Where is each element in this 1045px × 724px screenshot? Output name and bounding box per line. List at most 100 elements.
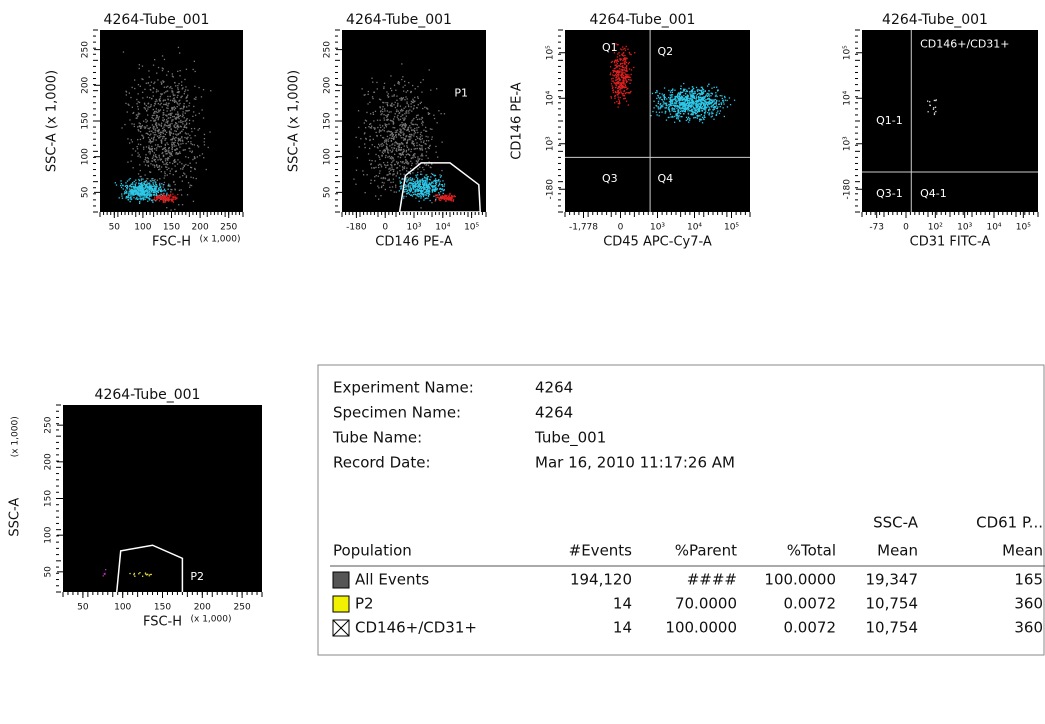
event-dot: [382, 136, 384, 139]
event-dot: [157, 197, 159, 199]
event-dot: [139, 131, 142, 133]
event-dot: [661, 93, 663, 95]
event-dot: [154, 128, 156, 130]
event-dot: [416, 179, 419, 181]
event-dot: [428, 191, 430, 193]
event-dot: [395, 186, 397, 188]
event-dot: [178, 189, 181, 191]
event-dot: [159, 178, 161, 180]
event-dot: [679, 120, 681, 122]
event-dot: [148, 190, 151, 193]
event-dot: [433, 186, 436, 188]
event-dot: [421, 154, 423, 156]
event-dot: [177, 140, 179, 142]
event-dot: [380, 177, 382, 179]
event-dot: [707, 85, 709, 87]
event-dot: [695, 110, 697, 112]
event-dot: [390, 120, 392, 122]
event-dot: [176, 117, 178, 119]
event-dot: [172, 119, 174, 121]
event-dot: [401, 166, 404, 168]
event-dot: [130, 196, 132, 198]
event-dot: [169, 87, 171, 89]
event-dot: [695, 105, 697, 108]
event-dot: [697, 107, 699, 109]
event-dot: [379, 145, 381, 147]
event-dot: [173, 115, 175, 118]
event-dot: [690, 110, 692, 112]
event-dot: [614, 102, 616, 104]
event-dot: [432, 187, 434, 189]
event-dot: [443, 198, 445, 200]
event-dot: [422, 107, 424, 110]
event-dot: [363, 122, 365, 124]
event-dot: [700, 102, 702, 104]
event-dot: [436, 196, 438, 199]
cell: 194,120: [570, 571, 632, 589]
event-dot: [174, 99, 176, 101]
event-dot: [147, 192, 149, 195]
cell: 100.0000: [764, 571, 836, 589]
event-dot: [374, 128, 376, 130]
event-dot: [424, 192, 426, 194]
event-dot: [614, 82, 616, 84]
event-dot: [149, 573, 151, 576]
event-dot: [167, 194, 169, 196]
event-dot: [416, 162, 418, 164]
event-dot: [417, 186, 419, 188]
event-dot: [131, 192, 134, 194]
x-tick-label: 50: [77, 603, 89, 613]
event-dot: [375, 195, 377, 197]
event-dot: [427, 184, 429, 186]
event-dot: [140, 143, 142, 146]
event-dot: [382, 176, 384, 179]
event-dot: [623, 90, 625, 93]
event-dot: [362, 170, 364, 172]
event-dot: [162, 193, 164, 195]
event-dot: [143, 161, 145, 163]
event-dot: [408, 126, 410, 128]
event-dot: [700, 93, 702, 95]
event-dot: [160, 188, 162, 191]
event-dot: [404, 139, 406, 141]
event-dot: [663, 95, 665, 97]
event-dot: [630, 90, 632, 93]
event-dot: [669, 113, 672, 115]
event-dot: [169, 110, 172, 112]
event-dot: [147, 114, 149, 116]
event-dot: [134, 575, 136, 577]
event-dot: [384, 124, 387, 127]
event-dot: [139, 169, 141, 172]
event-dot: [662, 104, 664, 106]
event-dot: [427, 195, 430, 198]
event-dot: [153, 198, 155, 201]
event-dot: [411, 141, 413, 144]
event-dot: [185, 100, 188, 102]
event-dot: [177, 113, 180, 115]
y-tick-label: 10³: [843, 136, 853, 151]
event-dot: [384, 150, 386, 152]
event-dot: [147, 160, 149, 162]
event-dot: [419, 102, 421, 105]
event-dot: [420, 155, 422, 157]
event-dot: [401, 125, 403, 128]
event-dot: [407, 90, 409, 92]
event-dot: [711, 87, 713, 89]
event-dot: [402, 127, 404, 129]
event-dot: [158, 187, 160, 189]
event-dot: [687, 97, 689, 99]
event-dot: [400, 132, 402, 134]
y-tick-label: 250: [323, 41, 333, 58]
event-dot: [721, 97, 723, 100]
event-dot: [380, 195, 382, 197]
event-dot: [139, 192, 141, 194]
event-dot: [418, 200, 420, 202]
event-dot: [149, 97, 151, 99]
event-dot: [650, 115, 652, 117]
x-tick-label: 0: [903, 223, 909, 233]
event-dot: [126, 192, 128, 194]
event-dot: [386, 161, 389, 164]
event-dot: [425, 190, 428, 192]
event-dot: [692, 112, 694, 114]
x-axis-label: CD45 APC-Cy7-A: [603, 235, 712, 250]
